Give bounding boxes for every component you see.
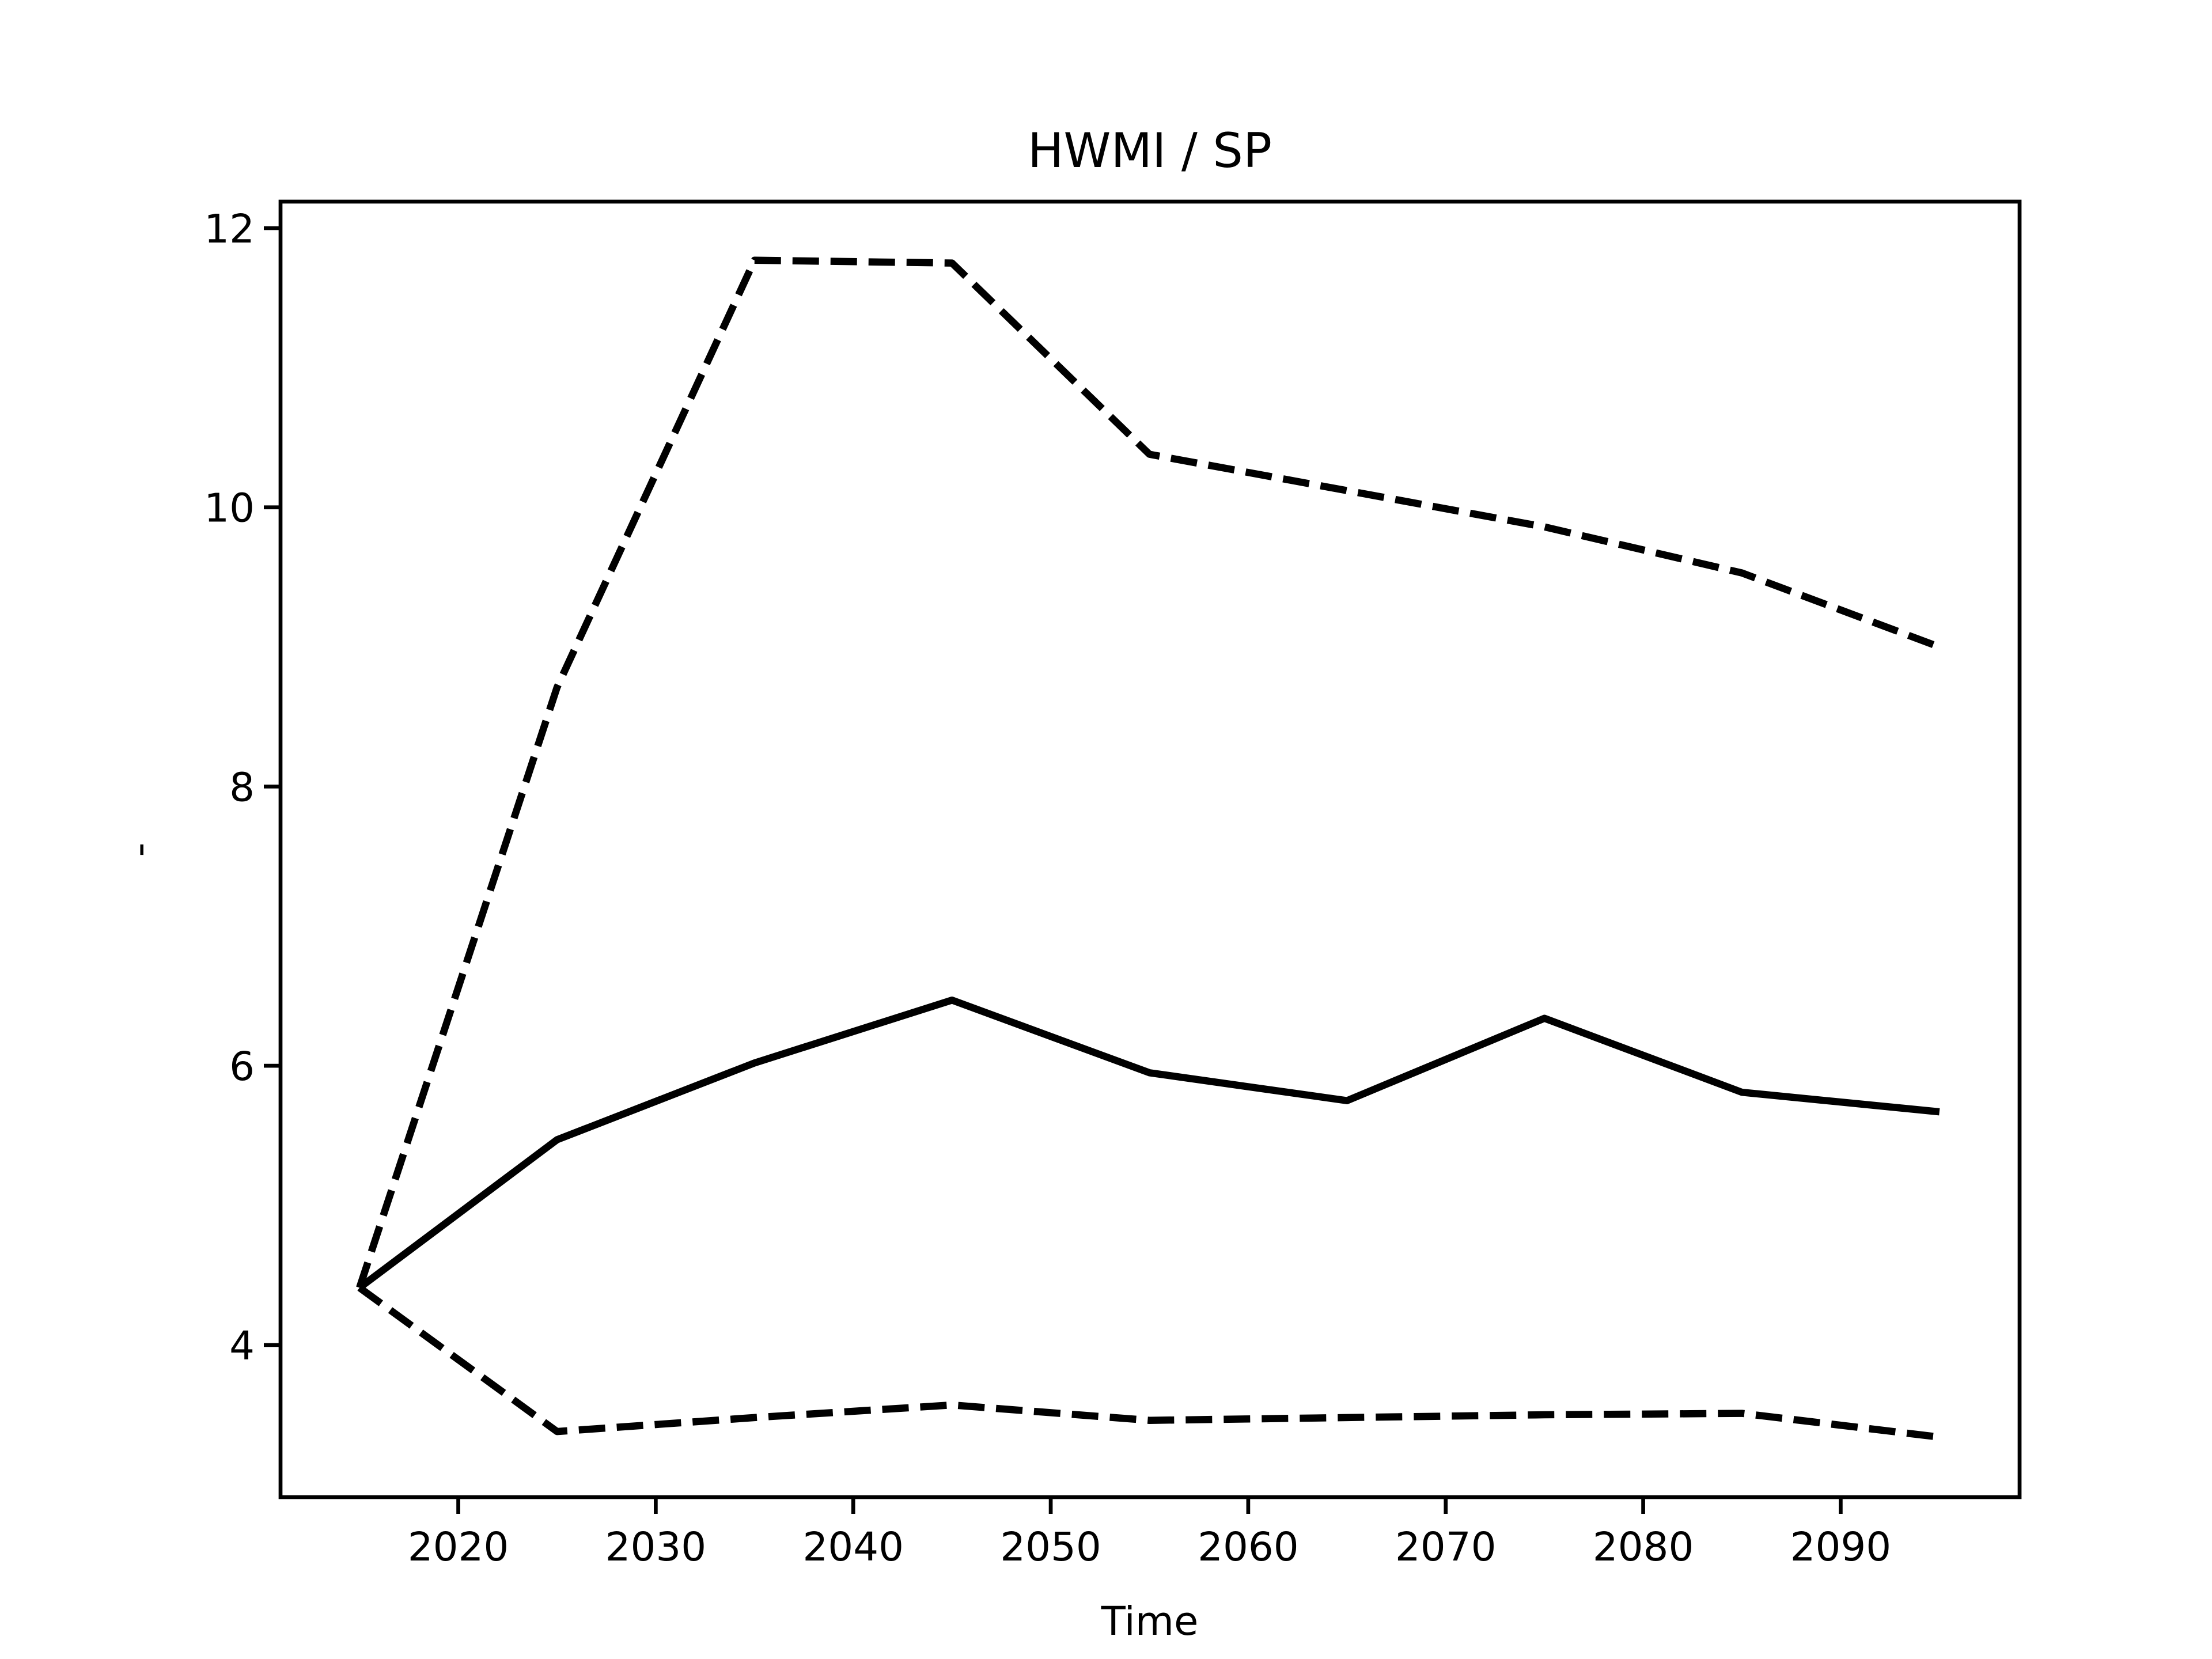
series-line [357,996,1940,1291]
y-tick-label: 8 [229,764,255,810]
x-tick-label: 2080 [1593,1524,1694,1570]
x-tick-label: 2050 [1000,1524,1101,1570]
plot-frame [278,199,2022,1499]
x-tick-label: 2060 [1198,1524,1299,1570]
x-tick-label: 2020 [408,1524,509,1570]
series-line [356,256,1941,1289]
y-axis-label: - [116,843,162,857]
y-tick-label: 10 [204,486,255,532]
chart-title: HWMI / SP [1028,123,1272,179]
series-line [357,1285,1940,1441]
y-tick-label: 12 [204,206,255,252]
x-tick-label: 2040 [802,1524,904,1570]
y-tick-label: 6 [229,1044,255,1090]
x-tick-label: 2090 [1790,1524,1892,1570]
x-axis-label: Time [1101,1599,1199,1645]
x-tick-label: 2030 [605,1524,707,1570]
y-tick-label: 4 [229,1323,255,1369]
x-tick-label: 2070 [1395,1524,1497,1570]
